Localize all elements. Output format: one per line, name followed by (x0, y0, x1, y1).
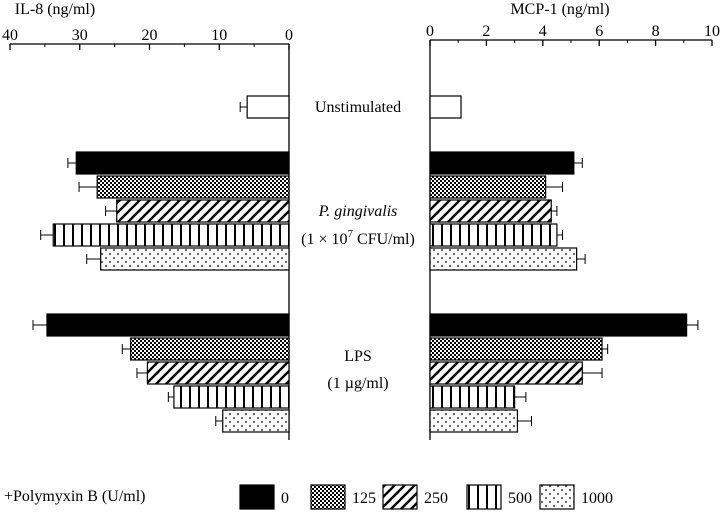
il8-tick-label: 40 (2, 27, 18, 44)
il8-bar-pg-125 (96, 175, 290, 199)
il8-tick-label: 10 (211, 27, 227, 44)
legend-label-500: 500 (508, 490, 532, 507)
mcp1-tick-label: 4 (539, 23, 547, 40)
il8-tick-label: 30 (72, 27, 88, 44)
mcp1-tick-label: 6 (595, 23, 603, 40)
il8-bar-pg-1000 (100, 247, 290, 271)
mcp1-bar-lps-1000 (429, 409, 519, 433)
group-label-pg-dose: (1 × 107 CFU/ml) (301, 228, 415, 248)
legend-swatch-500 (466, 484, 502, 510)
mcp1-bar-pg-250 (429, 199, 552, 223)
il8-bar-lps-250 (146, 361, 290, 385)
mcp1-bar-lps-0 (429, 313, 688, 337)
legend-label-250: 250 (424, 490, 448, 507)
mcp1-bar-lps-125 (429, 337, 603, 361)
legend-label-125: 125 (352, 490, 376, 507)
legend-label-0: 0 (281, 490, 289, 507)
legend-swatch-0 (239, 484, 275, 510)
legend-swatch-125 (310, 484, 346, 510)
il8-bar-lps-125 (130, 337, 290, 361)
il8-bar-lps-0 (46, 313, 290, 337)
group-label-lps: LPS (344, 348, 372, 365)
mcp1-tick-label: 0 (426, 23, 434, 40)
legend-label-1000: 1000 (581, 490, 613, 507)
il8-tick-label: 20 (142, 27, 158, 44)
mcp1-bar-pg-0 (429, 151, 575, 175)
il8-axis-title: IL-8 (ng/ml) (15, 1, 95, 18)
mcp1-axis-title: MCP-1 (ng/ml) (510, 1, 609, 18)
pg-dose-exponent: 7 (348, 228, 354, 240)
il8-tick-label: 0 (285, 27, 293, 44)
mcp1-tick-label: 10 (704, 23, 720, 40)
group-label-lps-dose: (1 µg/ml) (327, 375, 388, 392)
il8-bar-pg-250 (116, 199, 290, 223)
il8-bar-lps-500 (173, 385, 290, 409)
pg-dose-prefix: (1 × 10 (301, 231, 347, 248)
mcp1-bar-pg-500 (429, 223, 558, 247)
il8-bar-pg-500 (52, 223, 290, 247)
mcp1-bar-unstim-unstimulated (429, 95, 462, 119)
mcp1-bar-pg-1000 (429, 247, 578, 271)
il8-bar-pg-0 (75, 151, 290, 175)
legend-title: +Polymyxin B (U/ml) (4, 488, 145, 505)
mcp1-bars (429, 95, 699, 433)
group-label-unstimulated: Unstimulated (315, 99, 401, 116)
group-label-pg-name: P. gingivalis (318, 203, 398, 220)
il8-bar-lps-1000 (222, 409, 290, 433)
il8-bars (32, 95, 290, 433)
legend-swatch-1000 (539, 484, 575, 510)
mcp1-tick-label: 2 (482, 23, 490, 40)
mcp1-bar-lps-500 (429, 385, 516, 409)
pg-dose-suffix: CFU/ml) (353, 231, 415, 248)
mcp1-bar-lps-250 (429, 361, 583, 385)
mcp1-bar-pg-125 (429, 175, 547, 199)
legend-swatch-250 (382, 484, 418, 510)
legend: +Polymyxin B (U/ml) 0 125 250 500 1000 (4, 484, 613, 510)
mcp1-tick-label: 8 (652, 23, 660, 40)
il8-bar-unstim-unstimulated (246, 95, 290, 119)
